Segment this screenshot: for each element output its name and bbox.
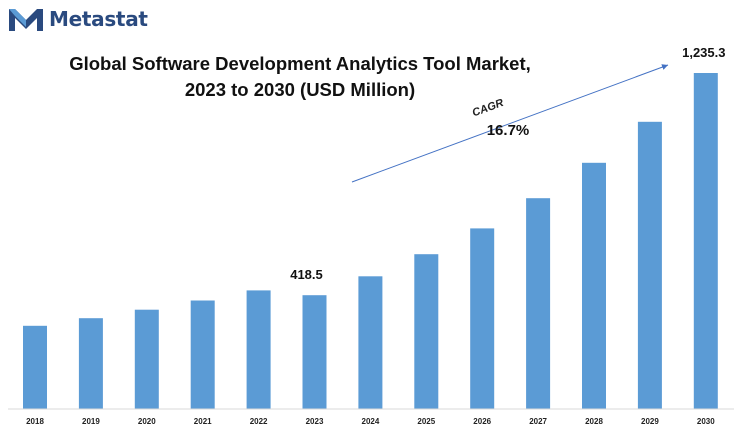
x-tick-label-2028: 2028 <box>585 417 603 426</box>
x-tick-label-2022: 2022 <box>250 417 268 426</box>
bar-2022 <box>246 290 271 409</box>
x-tick-label-2027: 2027 <box>529 417 547 426</box>
cagr-label: CAGR <box>471 97 506 119</box>
x-tick-label-2020: 2020 <box>138 417 156 426</box>
brand-name: Metastat <box>49 7 148 31</box>
bar-2028 <box>582 162 606 409</box>
bar-2027 <box>526 198 551 409</box>
metastat-logo-icon <box>9 9 43 31</box>
data-label-2023: 418.5 <box>290 267 323 282</box>
data-labels: 418.5 1,235.3 <box>290 45 725 282</box>
metastat-logo: Metastat <box>9 4 148 34</box>
x-tick-label-2019: 2019 <box>82 417 100 426</box>
bar-2024 <box>358 276 383 409</box>
x-tick-label-2030: 2030 <box>697 417 715 426</box>
bar-2021 <box>190 300 215 409</box>
cagr-value: 16.7% <box>487 122 530 139</box>
cagr-arrow <box>351 64 669 183</box>
chart-title: Global Software Development Analytics To… <box>40 51 560 103</box>
x-tick-label-2025: 2025 <box>417 417 435 426</box>
chart-title-line-2: 2023 to 2030 (USD Million) <box>184 79 416 100</box>
x-tick-label-2029: 2029 <box>641 417 659 426</box>
bar-2025 <box>414 254 439 409</box>
bar-2020 <box>134 309 159 409</box>
bar-2029 <box>637 121 662 410</box>
bar-2030 <box>693 73 718 409</box>
x-tick-label-2026: 2026 <box>473 417 491 426</box>
data-label-2030: 1,235.3 <box>682 45 725 60</box>
bar-2018 <box>23 325 47 409</box>
bar-2026 <box>470 228 495 409</box>
chart-title-line-1: Global Software Development Analytics To… <box>69 53 531 74</box>
x-tick-label-2024: 2024 <box>362 417 380 426</box>
bar-series <box>23 73 718 410</box>
bar-2023 <box>302 295 327 409</box>
x-tick-label-2021: 2021 <box>194 417 212 426</box>
x-tick-label-2018: 2018 <box>26 417 44 426</box>
x-axis-ticks: 2018 2019 2020 2021 2022 2023 2024 2025 2026 2027… <box>26 417 715 426</box>
bar-2019 <box>78 318 103 409</box>
x-tick-label-2023: 2023 <box>306 417 324 426</box>
